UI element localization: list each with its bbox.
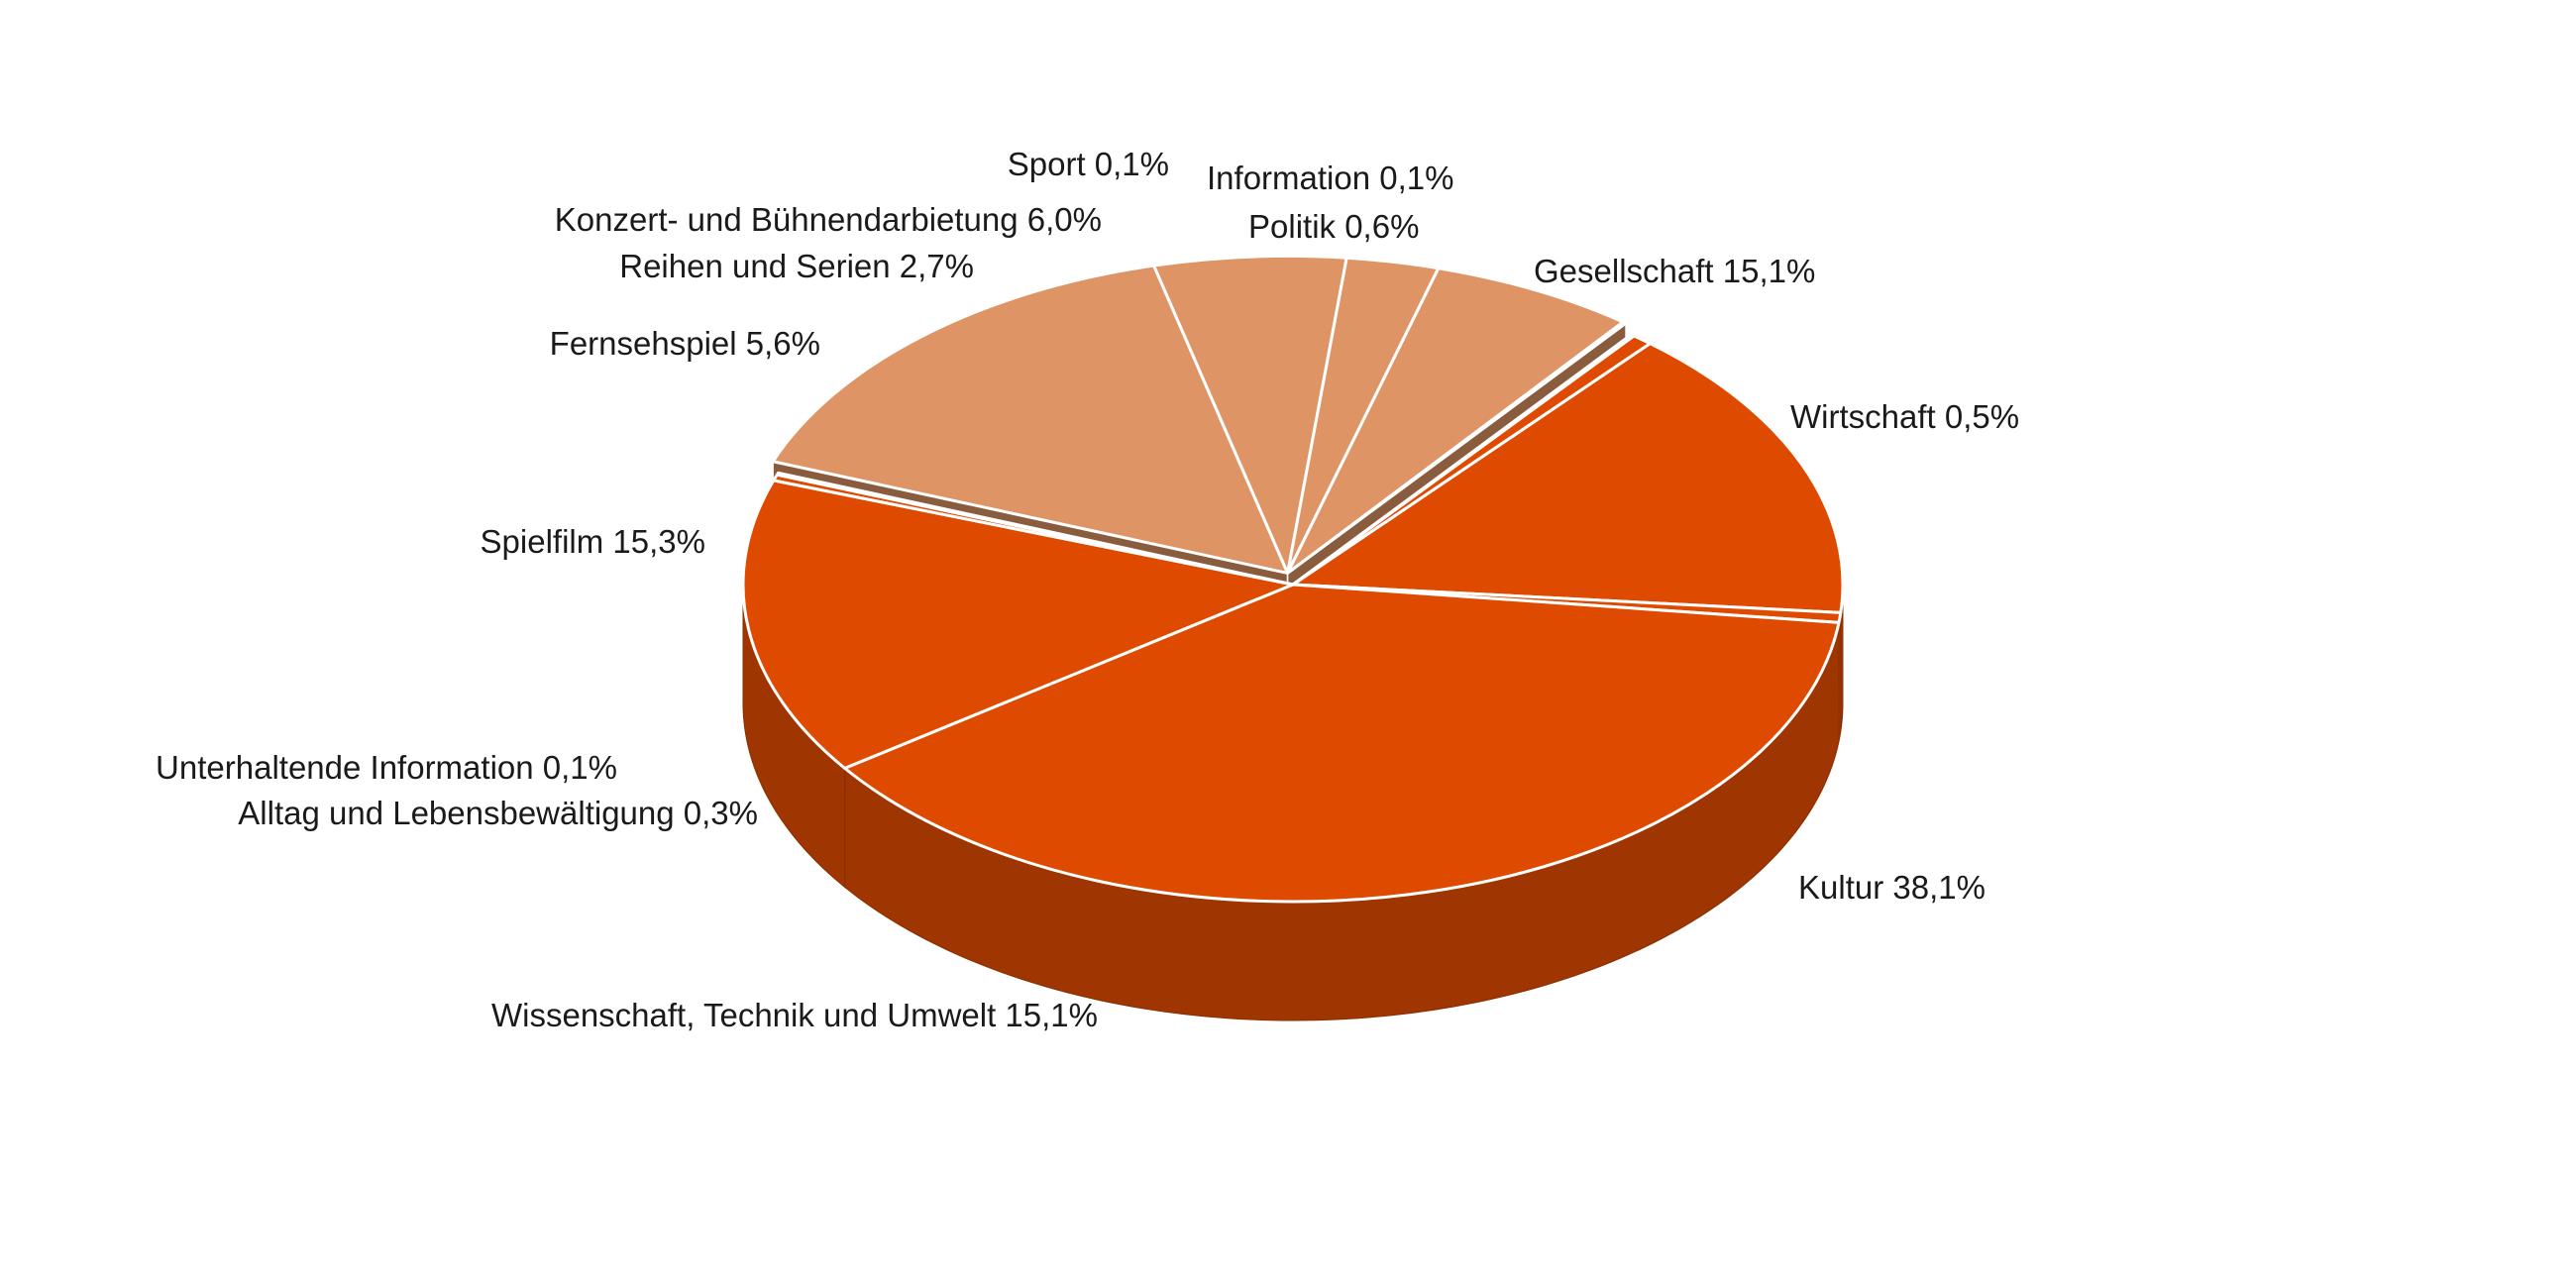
pie-slice-kultur [843, 583, 1841, 904]
slice-label-reihen-und-serien: Reihen und Serien 2,7% [619, 248, 974, 284]
slice-label-gesellschaft: Gesellschaft 15,1% [1534, 253, 1815, 289]
pie-top-layer [741, 254, 1845, 904]
pie-slice-konzert-und-buhnendarbietung [1286, 267, 1625, 575]
slice-label-wirtschaft: Wirtschaft 0,5% [1790, 398, 2019, 435]
slice-label-alltag-und-lebensbewaltigung: Alltag und Lebensbewältigung 0,3% [238, 795, 758, 831]
slice-label-wissenschaft-technik-und-umwelt: Wissenschaft, Technik und Umwelt 15,1% [491, 997, 1098, 1033]
pie-slice-politik [1291, 334, 1652, 587]
slice-label-sport: Sport 0,1% [1008, 146, 1169, 182]
pie-slice-wissenschaft-technik-und-umwelt [741, 479, 1295, 770]
pie-slice-gesellschaft [1291, 342, 1845, 614]
pie-slice-unterhaltende-information [775, 471, 1295, 587]
slice-label-spielfilm: Spielfilm 15,3% [481, 523, 705, 560]
pie-slice-spielfilm [771, 264, 1290, 575]
slice-label-politik: Politik 0,6% [1248, 208, 1419, 245]
pie-slice-sport [1286, 320, 1628, 575]
slice-label-unterhaltende-information: Unterhaltende Information 0,1% [156, 749, 617, 786]
slice-label-kultur: Kultur 38,1% [1798, 869, 1986, 906]
slice-label-fernsehspiel: Fernsehspiel 5,6% [550, 325, 820, 362]
slice-labels: Gesellschaft 15,1% Wirtschaft 0,5% Kultur … [156, 146, 2019, 1033]
slice-label-information: Information 0,1% [1207, 160, 1453, 196]
slice-label-konzert-und-buhnendarbietung: Konzert- und Bühnendarbietung 6,0% [555, 201, 1102, 238]
pie-slice-fernsehspiel [1152, 254, 1348, 575]
